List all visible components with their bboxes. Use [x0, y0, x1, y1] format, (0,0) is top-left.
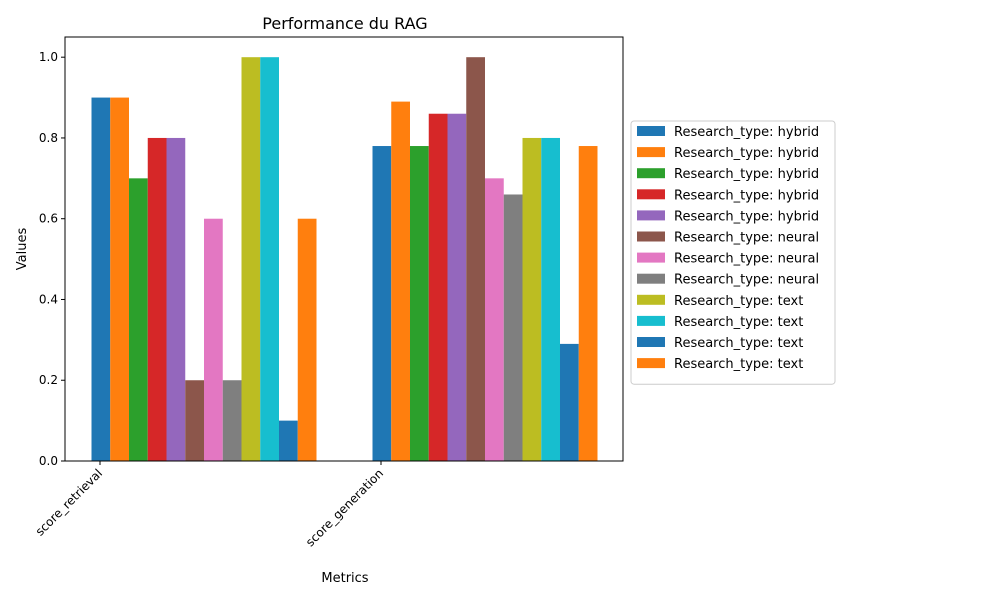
bar-4-score_generation — [428, 113, 448, 461]
legend-entry: Research_type: hybrid — [674, 209, 819, 224]
legend-swatch — [637, 147, 665, 158]
bar-5-score_generation — [447, 113, 467, 461]
legend-swatch — [637, 337, 665, 347]
legend-swatch — [637, 210, 665, 221]
legend-entry: Research_type: hybrid — [674, 167, 819, 182]
legend-entry: Research_type: text — [674, 357, 803, 372]
y-tick-label: 0.8 — [39, 131, 58, 145]
legend-entry: Research_type: neural — [674, 231, 819, 246]
bar-10-score_generation — [541, 137, 560, 461]
legend-entry: Research_type: neural — [674, 252, 819, 267]
bar-1-score_retrieval — [91, 97, 111, 462]
y-tick-label: 0.6 — [39, 212, 58, 226]
legend-entry: Research_type: text — [674, 336, 803, 351]
bar-1-score_generation — [372, 146, 392, 461]
legend-entry: Research_type: text — [674, 294, 803, 309]
legend-entry: Research_type: hybrid — [674, 188, 819, 203]
legend: Research_type: hybrid Research_type: hybr… — [630, 120, 836, 385]
bar-5-score_retrieval — [166, 137, 186, 461]
bar-6-score_retrieval — [185, 380, 204, 461]
x-axis-title: Metrics — [321, 571, 368, 586]
bar-9-score_generation — [522, 137, 542, 461]
bar-11-score_retrieval — [279, 420, 298, 461]
y-tick-label: 1.0 — [39, 50, 58, 64]
legend-swatch — [637, 358, 665, 369]
x-tick-label-score_retrieval: score_retrieval — [33, 466, 105, 538]
legend-entry: Research_type: hybrid — [674, 125, 819, 140]
bar-4-score_retrieval — [147, 137, 167, 461]
legend-entry: Research_type: neural — [674, 273, 819, 288]
y-tick-label: 0.4 — [39, 292, 58, 306]
bar-7-score_retrieval — [204, 218, 223, 461]
plot-frame — [64, 36, 624, 462]
legend-entry: Research_type: hybrid — [674, 146, 819, 161]
bar-10-score_retrieval — [260, 57, 279, 461]
legend-swatch — [637, 189, 665, 200]
bar-12-score_retrieval — [297, 218, 317, 461]
bar-8-score_generation — [503, 194, 523, 461]
x-tick-label-score_generation: score_generation — [303, 466, 386, 549]
legend-swatch — [637, 126, 665, 136]
legend-swatch — [637, 252, 665, 263]
y-tick-label: 0.2 — [39, 373, 58, 387]
bar-3-score_retrieval — [129, 178, 148, 462]
legend-swatch — [637, 273, 665, 284]
bar-9-score_retrieval — [241, 57, 261, 461]
chart-title: Performance du RAG — [262, 14, 427, 33]
legend-swatch — [637, 294, 665, 305]
y-axis-title: Values — [15, 228, 30, 271]
bar-6-score_generation — [466, 57, 485, 461]
legend-box — [630, 120, 836, 385]
legend-swatch — [637, 168, 665, 179]
bar-7-score_generation — [485, 178, 504, 462]
x-axis: score_retrieval score_generation — [33, 461, 386, 549]
bar-3-score_generation — [410, 146, 429, 461]
bar-2-score_retrieval — [110, 97, 129, 462]
bars-group — [91, 57, 598, 462]
y-tick-label: 0.0 — [39, 454, 58, 468]
bar-8-score_retrieval — [222, 380, 242, 461]
legend-swatch — [637, 231, 665, 242]
bar-11-score_generation — [560, 343, 579, 461]
legend-entry: Research_type: text — [674, 315, 803, 330]
legend-swatch — [637, 315, 665, 326]
y-axis: 0.0 0.2 0.4 0.6 0.8 1.0 — [39, 50, 65, 468]
bar-12-score_generation — [578, 146, 598, 461]
bar-2-score_generation — [391, 101, 410, 461]
